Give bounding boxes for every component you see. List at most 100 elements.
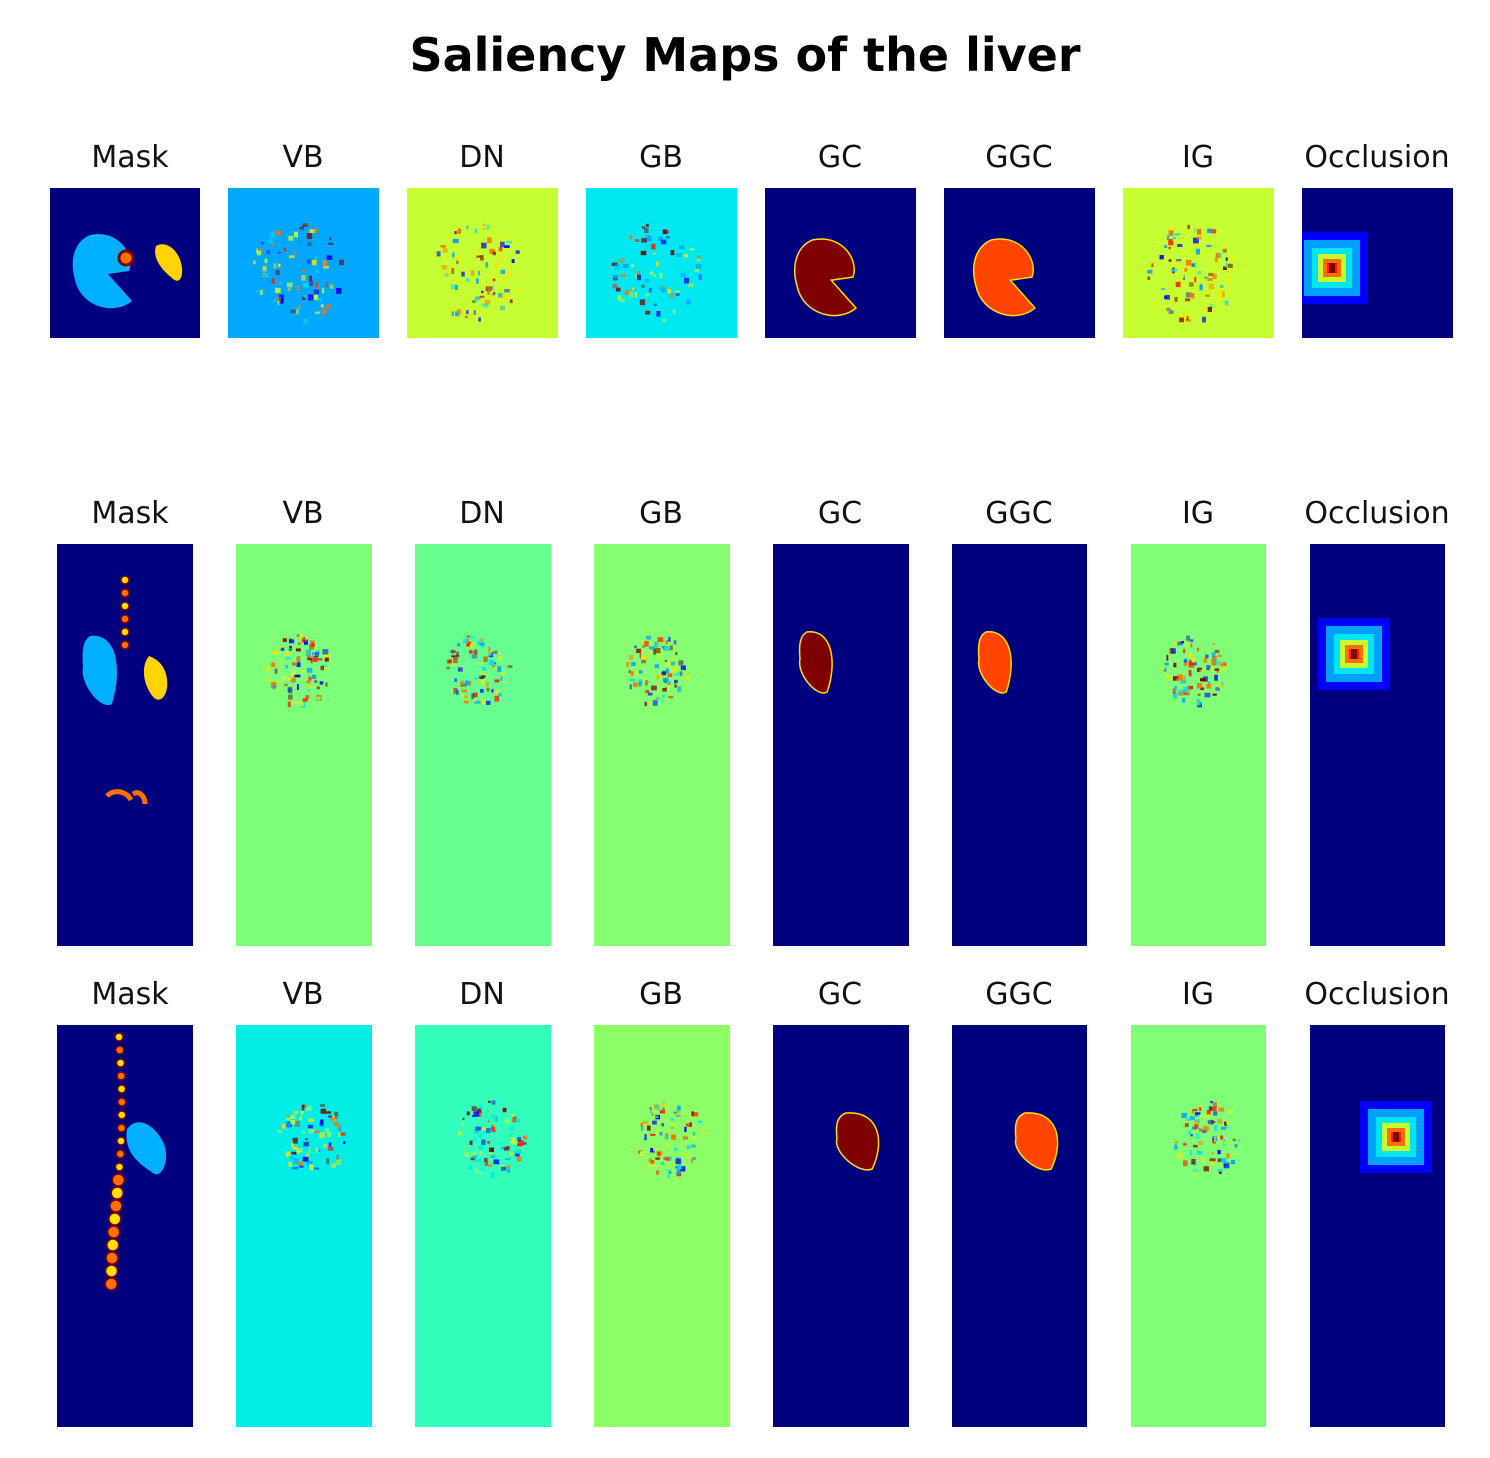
saliency-blob (277, 1104, 346, 1175)
saliency-speck (463, 700, 469, 704)
saliency-speck (447, 659, 452, 664)
saliency-speck (499, 671, 506, 676)
saliency-speck (336, 1154, 339, 1160)
saliency-image (952, 544, 1087, 946)
saliency-speck (1166, 235, 1170, 241)
saliency-speck (1197, 647, 1200, 652)
saliency-speck (331, 1162, 337, 1168)
saliency-speck (1188, 662, 1195, 668)
saliency-speck (678, 660, 684, 666)
saliency-speck (646, 681, 651, 684)
saliency-speck (281, 675, 286, 681)
saliency-blob (611, 223, 702, 323)
saliency-speck (650, 1147, 654, 1153)
saliency-speck (272, 684, 276, 690)
saliency-speck (620, 298, 625, 303)
saliency-speck (647, 1125, 651, 1131)
saliency-speck (450, 308, 453, 312)
saliency-speck (680, 272, 687, 278)
saliency-speck (674, 290, 680, 293)
saliency-speck (319, 681, 324, 685)
saliency-speck (641, 1126, 644, 1131)
vertebra-mask (120, 640, 130, 650)
saliency-speck (1223, 1161, 1226, 1167)
saliency-speck (455, 657, 458, 662)
saliency-speck (1214, 256, 1218, 263)
saliency-speck (487, 1141, 491, 1144)
saliency-speck (693, 1112, 699, 1117)
saliency-speck (666, 685, 670, 690)
saliency-speck (1207, 306, 1212, 312)
saliency-speck (673, 672, 679, 676)
saliency-speck (481, 242, 487, 249)
saliency-speck (498, 247, 503, 252)
saliency-speck (1180, 679, 1187, 684)
saliency-panel-dn (407, 188, 558, 338)
saliency-speck (487, 286, 491, 293)
saliency-speck (522, 1135, 528, 1140)
saliency-speck (636, 274, 641, 281)
saliency-speck (1184, 281, 1188, 287)
saliency-speck (662, 677, 669, 682)
saliency-speck (479, 642, 485, 646)
saliency-speck (474, 1129, 480, 1134)
saliency-image (586, 188, 737, 338)
saliency-speck (307, 1124, 313, 1129)
saliency-speck (660, 239, 667, 245)
saliency-speck (490, 1172, 495, 1178)
saliency-speck (1195, 699, 1201, 706)
saliency-speck (1212, 273, 1217, 280)
saliency-speck (481, 1130, 487, 1134)
saliency-speck (644, 701, 648, 707)
saliency-speck (644, 1134, 647, 1140)
saliency-speck (682, 1136, 688, 1140)
saliency-image (594, 1025, 730, 1427)
saliency-speck (1227, 1109, 1233, 1114)
saliency-speck (1224, 1124, 1229, 1129)
saliency-speck (326, 255, 333, 260)
saliency-speck (692, 1157, 696, 1160)
saliency-speck (1210, 1100, 1213, 1104)
saliency-speck (497, 666, 502, 673)
saliency-speck (314, 255, 317, 259)
saliency-speck (292, 1137, 298, 1144)
vertebra-mask (120, 614, 130, 624)
saliency-image (594, 544, 730, 946)
saliency-speck (1171, 305, 1175, 309)
saliency-speck (487, 1119, 490, 1123)
saliency-panel-gb (594, 544, 730, 946)
saliency-speck (1190, 1134, 1193, 1137)
saliency-speck (1174, 296, 1178, 302)
saliency-speck (1174, 1144, 1178, 1150)
saliency-speck (650, 271, 654, 276)
saliency-speck (1164, 662, 1169, 666)
saliency-speck (454, 678, 457, 682)
saliency-speck (1175, 259, 1182, 262)
saliency-speck (470, 650, 476, 654)
saliency-speck (487, 237, 492, 243)
vertebra-mask (120, 575, 130, 585)
saliency-speck (622, 264, 629, 269)
saliency-speck (613, 274, 619, 279)
saliency-image (773, 544, 909, 946)
saliency-speck (643, 1120, 649, 1124)
saliency-speck (466, 310, 469, 315)
saliency-speck (293, 1158, 299, 1164)
saliency-speck (504, 1147, 510, 1151)
saliency-speck (280, 659, 284, 664)
saliency-speck (1181, 697, 1186, 703)
saliency-speck (1203, 1114, 1209, 1118)
saliency-speck (664, 659, 668, 663)
panel-background (415, 1025, 551, 1427)
saliency-speck (651, 1160, 655, 1165)
saliency-speck (659, 1110, 665, 1114)
saliency-speck (492, 269, 496, 276)
saliency-speck (453, 687, 458, 694)
saliency-speck (485, 224, 490, 230)
saliency-blob (253, 223, 344, 324)
saliency-speck (332, 1115, 338, 1119)
occlusion-peak (1329, 263, 1335, 273)
saliency-speck (1185, 1117, 1191, 1122)
pelvis-mask (105, 789, 148, 805)
panel-label-vb: VB (282, 977, 324, 1012)
